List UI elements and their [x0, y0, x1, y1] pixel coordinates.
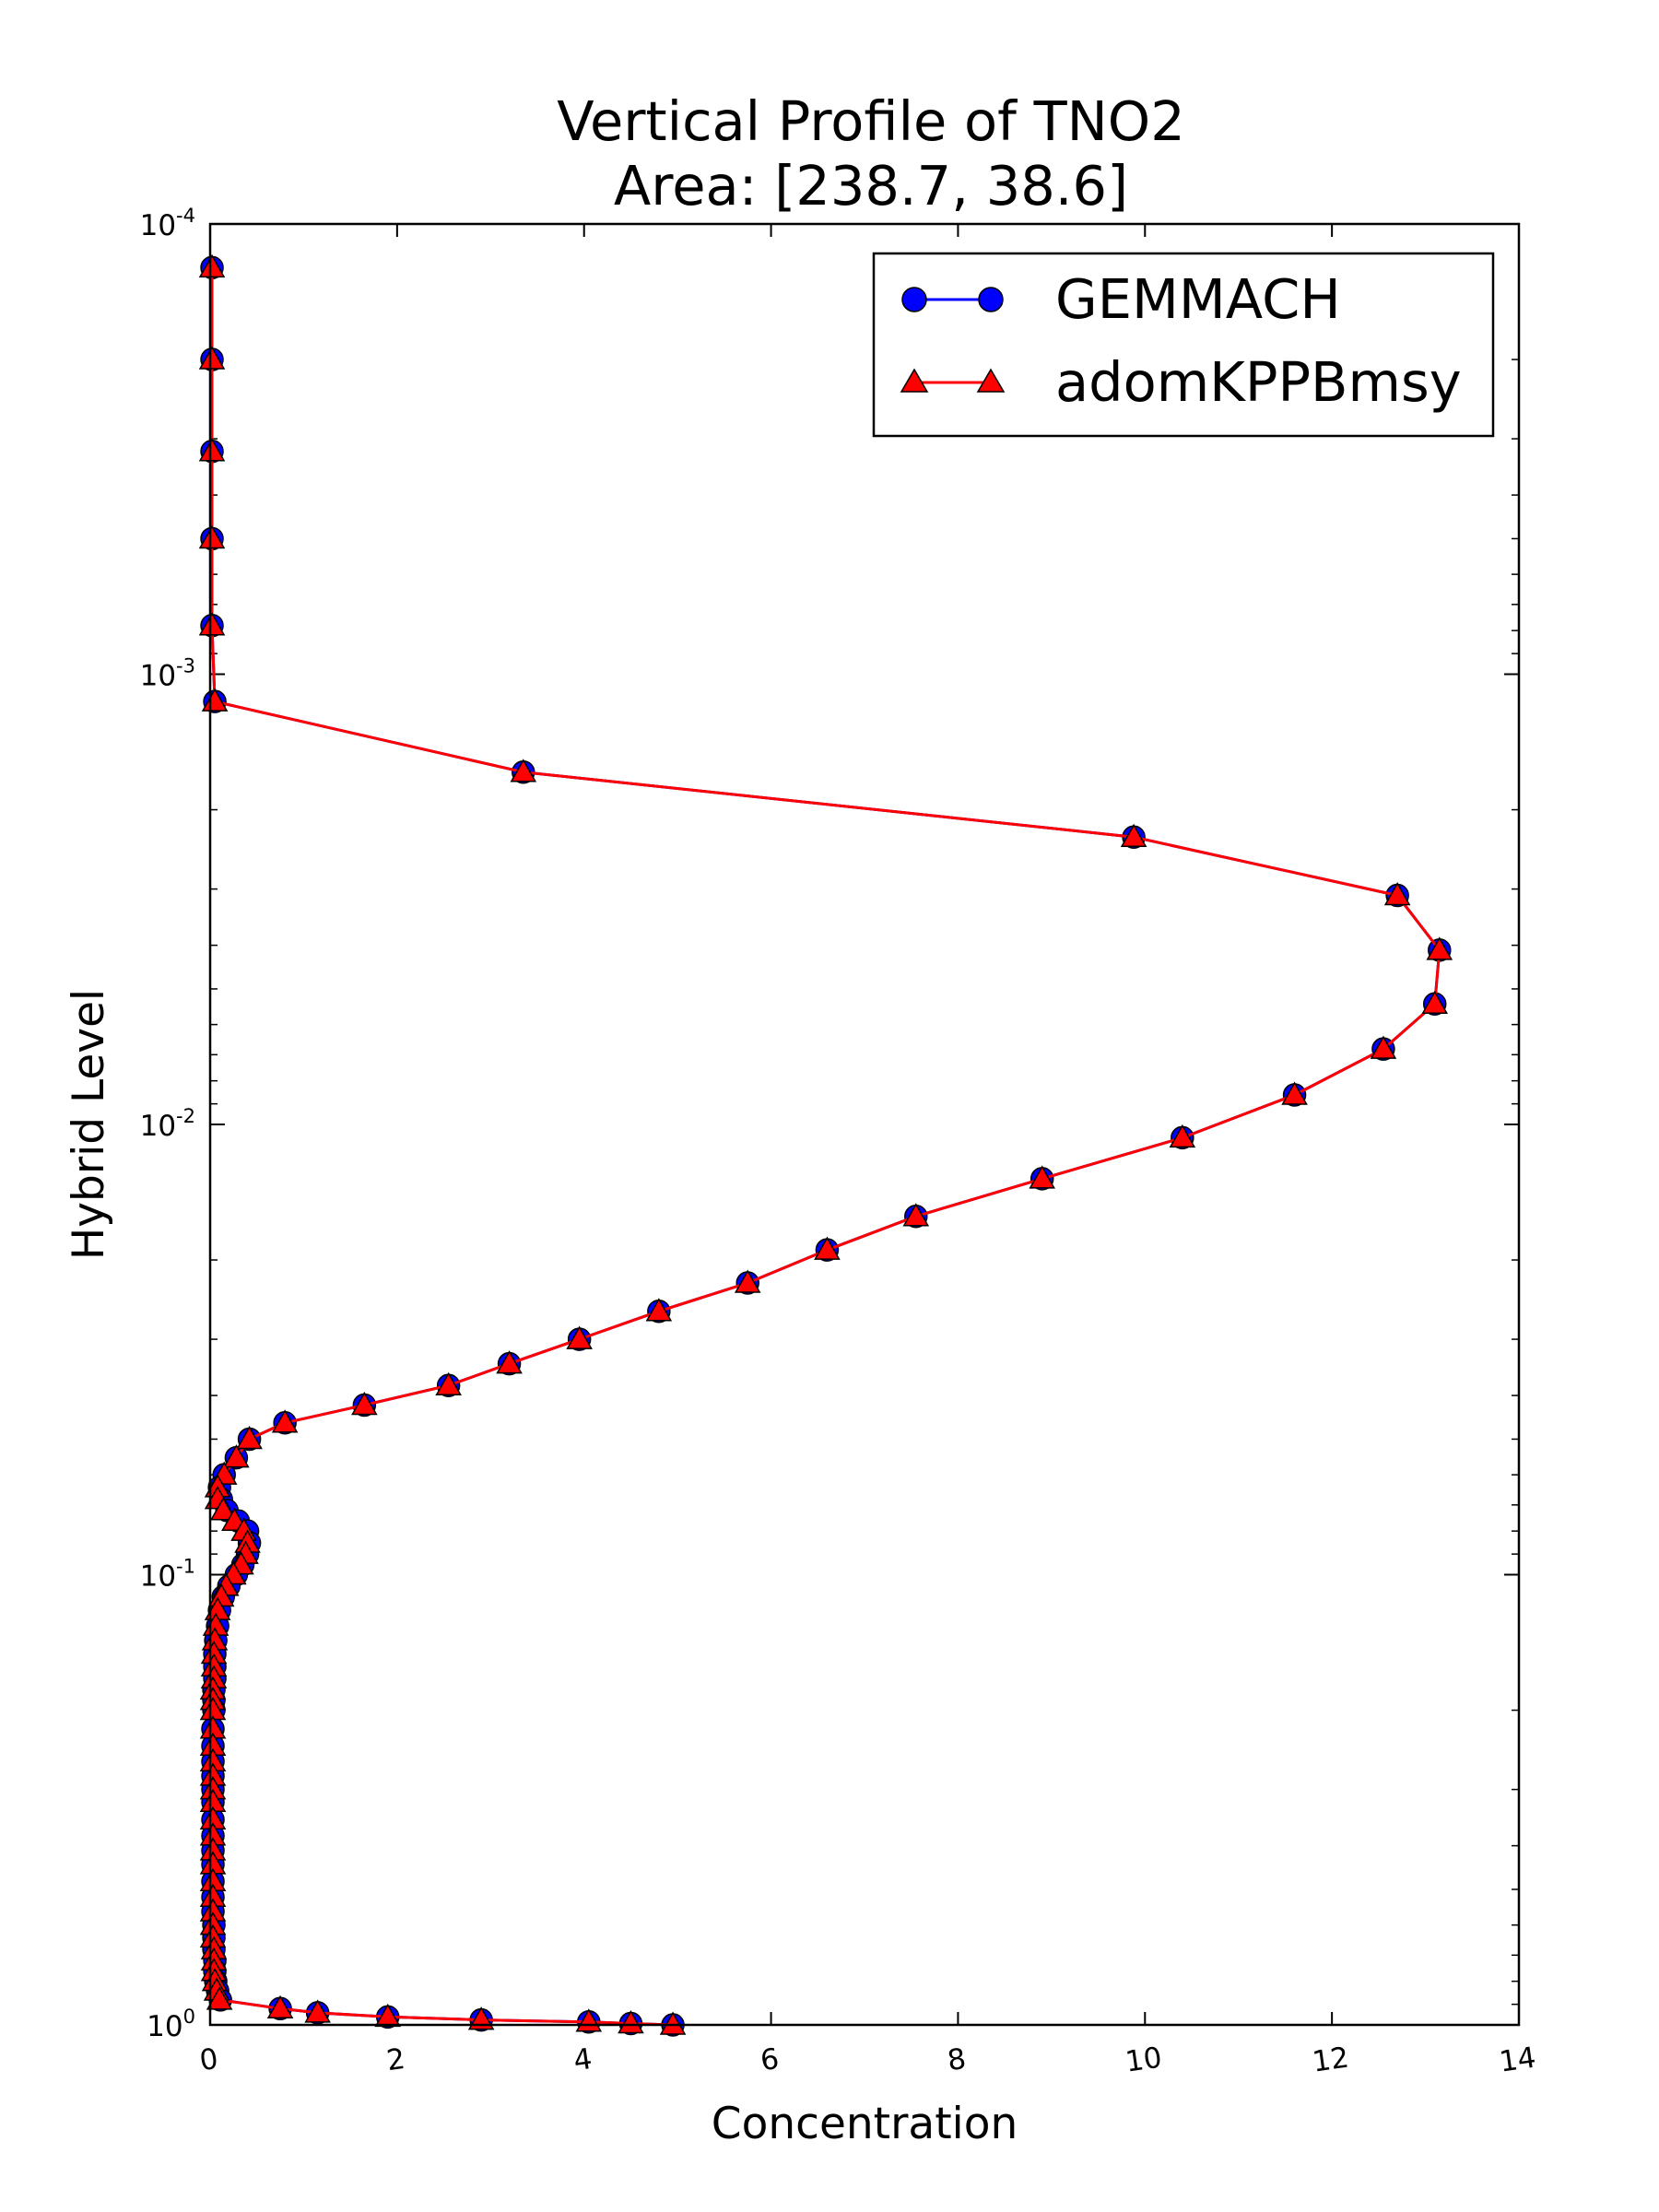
- data-point-adomkppbmsy: [266, 1994, 294, 2019]
- x-axis-label: Concentration: [712, 2099, 1018, 2149]
- legend-marker-adomkppbmsy: [900, 368, 929, 393]
- data-point-adomkppbmsy: [435, 1371, 462, 1395]
- data-point-adomkppbmsy: [198, 346, 226, 370]
- legend-marker-gemmach: [901, 287, 927, 312]
- y-tick-label: 10-3: [140, 655, 195, 693]
- data-point-adomkppbmsy: [814, 1236, 841, 1260]
- y-tick-labels: 10-4 10-3 10-2 10-1 100: [140, 205, 195, 2043]
- legend-label-gemmach: GEMMACH: [1055, 267, 1341, 331]
- y-tick-label: 100: [147, 2006, 195, 2043]
- x-tick-label: 12: [1311, 2041, 1351, 2079]
- chart-title: Vertical Profile of TNO2: [557, 89, 1185, 153]
- data-point-adomkppbmsy: [1426, 936, 1453, 960]
- data-point-adomkppbmsy: [304, 1999, 331, 2023]
- data-point-adomkppbmsy: [201, 688, 229, 712]
- x-tick-label: 14: [1498, 2041, 1538, 2079]
- data-point-adomkppbmsy: [1120, 823, 1147, 847]
- series-adomkppbmsy: [198, 253, 1453, 2035]
- legend-marker-adomkppbmsy: [976, 368, 1006, 393]
- data-point-adomkppbmsy: [496, 1350, 523, 1374]
- data-point-adomkppbmsy: [1383, 882, 1411, 906]
- legend-marker-gemmach: [978, 287, 1004, 312]
- y-tick-label: 10-2: [140, 1105, 195, 1143]
- x-tick-labels: 0 2 4 6 8 10 12 14: [197, 2041, 1537, 2079]
- data-point-adomkppbmsy: [209, 1497, 237, 1521]
- data-point-adomkppbmsy: [374, 2003, 401, 2028]
- data-point-adomkppbmsy: [223, 1444, 250, 1468]
- data-point-adomkppbmsy: [1281, 1081, 1308, 1105]
- y-tick-label: 10-1: [140, 1556, 195, 1594]
- data-point-adomkppbmsy: [1029, 1165, 1055, 1189]
- data-point-adomkppbmsy: [659, 2011, 687, 2035]
- data-point-adomkppbmsy: [645, 1298, 673, 1322]
- data-point-adomkppbmsy: [351, 1391, 378, 1416]
- data-point-adomkppbmsy: [510, 759, 537, 782]
- legend-frame: [872, 252, 1495, 438]
- data-point-adomkppbmsy: [566, 1325, 593, 1349]
- data-point-adomkppbmsy: [206, 1986, 233, 2010]
- data-point-adomkppbmsy: [198, 253, 226, 278]
- data-point-adomkppbmsy: [902, 1203, 930, 1227]
- data-point-adomkppbmsy: [198, 438, 226, 462]
- legend: GEMMACH adomKPPBmsy: [872, 252, 1495, 438]
- data-point-adomkppbmsy: [618, 2009, 644, 2034]
- data-point-adomkppbmsy: [1370, 1035, 1397, 1059]
- chart-subtitle: Area: [238.7, 38.6]: [614, 154, 1128, 218]
- data-point-adomkppbmsy: [236, 1425, 263, 1450]
- data-point-adomkppbmsy: [1421, 990, 1448, 1015]
- y-tick-label: 10-4: [140, 205, 195, 242]
- legend-label-adomkppbmsy: adomKPPBmsy: [1055, 350, 1462, 414]
- data-point-adomkppbmsy: [198, 612, 226, 636]
- y-axis-label: Hybrid Level: [64, 989, 114, 1260]
- plot-frame: [208, 222, 1521, 2027]
- series-layer: [198, 253, 1453, 2037]
- x-tick-label: 10: [1124, 2041, 1164, 2079]
- data-point-adomkppbmsy: [734, 1269, 761, 1293]
- data-point-adomkppbmsy: [1169, 1124, 1196, 1148]
- data-point-adomkppbmsy: [198, 524, 226, 549]
- data-point-adomkppbmsy: [271, 1409, 299, 1433]
